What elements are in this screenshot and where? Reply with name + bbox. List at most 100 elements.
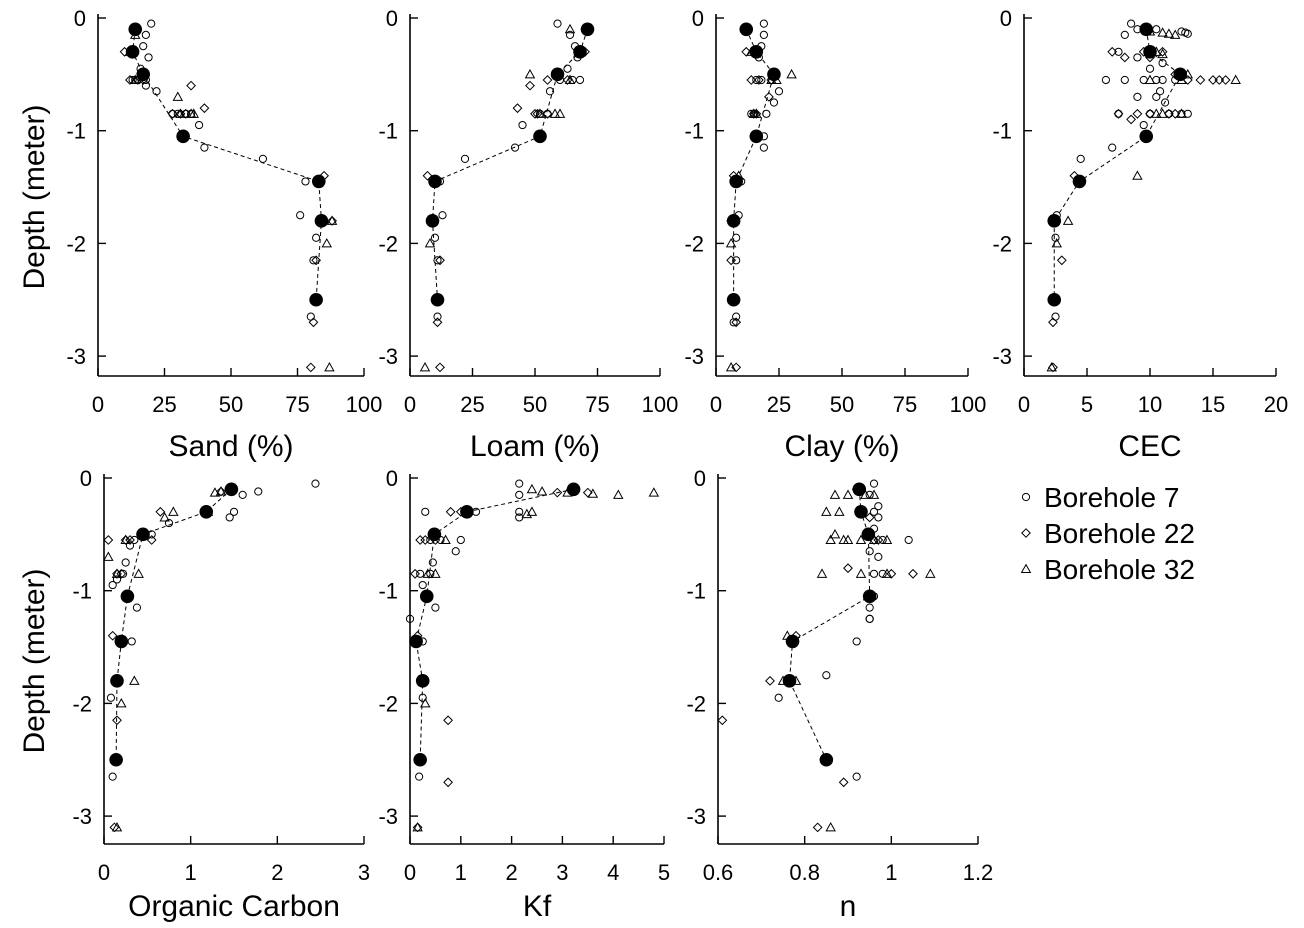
- data-point-triangle: [103, 551, 114, 561]
- data-point-triangle: [1051, 237, 1063, 248]
- data-point-circle: [1133, 92, 1142, 101]
- data-point-circle: [132, 603, 142, 612]
- data-point-circle: [418, 580, 427, 590]
- data-point-circle: [757, 75, 766, 85]
- data-point-diamond: [1214, 75, 1225, 85]
- data-point-circle: [106, 693, 116, 702]
- data-point-circle: [774, 87, 784, 96]
- data-point-diamond: [112, 568, 122, 579]
- chart-panel-6: 0 -1 -2 -3 0 1 2 3 4 5 Kf: [378, 466, 670, 923]
- x-tick-label: 0: [92, 392, 104, 417]
- data-point-diamond: [415, 535, 426, 545]
- legend-label: Borehole 22: [1044, 518, 1195, 549]
- data-point-triangle: [1062, 215, 1074, 225]
- data-point-triangle: [881, 568, 893, 578]
- data-point-diamond: [432, 317, 443, 328]
- mean-point: [109, 752, 123, 767]
- data-point-triangle: [419, 697, 431, 708]
- data-point-circle: [869, 569, 879, 578]
- mean-point: [862, 589, 877, 604]
- y-axis-label: Depth (meter): [18, 568, 51, 753]
- data-point-circle: [127, 637, 136, 646]
- data-point-circle: [553, 19, 562, 28]
- x-tick-label: 0.8: [789, 860, 820, 885]
- x-axis-label: CEC: [1118, 430, 1181, 463]
- data-point-triangle: [440, 534, 451, 545]
- x-tick-label: 100: [642, 392, 679, 417]
- data-point-circle: [460, 154, 470, 163]
- data-point-triangle: [1046, 361, 1057, 372]
- x-tick-label: 1: [185, 860, 197, 885]
- mean-point: [1047, 292, 1062, 307]
- data-point-circle: [1152, 92, 1161, 101]
- data-point-diamond: [109, 822, 120, 833]
- data-point-diamond: [741, 46, 752, 57]
- data-point-triangle: [419, 361, 431, 372]
- data-point-triangle: [116, 697, 127, 708]
- data-point-circle: [1051, 312, 1060, 321]
- data-point-triangle: [1144, 74, 1156, 85]
- data-point-circle: [865, 547, 874, 556]
- y-tick-label: -1: [684, 119, 704, 144]
- mean-point: [136, 527, 150, 542]
- data-point-diamond: [107, 630, 118, 641]
- data-point-circle: [1120, 30, 1129, 40]
- data-point-triangle: [133, 568, 144, 578]
- data-point-triangle: [129, 74, 141, 85]
- data-point-diamond: [542, 75, 553, 85]
- data-point-circle: [112, 575, 122, 584]
- data-point-triangle: [321, 237, 333, 248]
- data-point-triangle: [829, 489, 841, 499]
- data-point-diamond: [764, 91, 774, 102]
- data-point-circle: [416, 569, 425, 578]
- data-point-circle: [1158, 58, 1167, 68]
- data-point-circle: [874, 513, 883, 522]
- data-point-diamond: [512, 103, 523, 114]
- x-tick-label: 20: [1264, 392, 1288, 417]
- x-axis-label: Sand (%): [168, 430, 293, 463]
- data-point-circle: [254, 487, 263, 496]
- data-point-circle: [874, 552, 883, 561]
- mean-point: [550, 67, 565, 82]
- data-point-circle: [1155, 87, 1165, 96]
- data-point-triangle: [816, 568, 828, 578]
- data-point-circle: [1139, 120, 1148, 130]
- x-axis-label: Kf: [523, 890, 552, 923]
- data-point-circle: [865, 614, 874, 623]
- data-point-triangle: [326, 215, 338, 225]
- y-tick-label: -3: [686, 804, 706, 829]
- y-tick-label: 0: [692, 6, 704, 31]
- y-tick-label: -2: [992, 231, 1012, 256]
- data-point-diamond: [1170, 108, 1181, 119]
- y-axis-label: Depth (meter): [18, 104, 51, 289]
- mean-point: [428, 174, 442, 189]
- x-tick-label: 75: [285, 392, 309, 417]
- mean-point: [749, 45, 764, 59]
- mean-point: [1139, 22, 1154, 37]
- mean-point: [427, 527, 442, 542]
- data-point-diamond: [216, 486, 226, 497]
- data-point-circle: [1127, 19, 1136, 28]
- x-tick-label: 100: [950, 392, 987, 417]
- mean-point: [726, 214, 741, 228]
- data-point-diamond: [753, 75, 764, 85]
- x-tick-label: 25: [460, 392, 484, 417]
- y-tick-label: -1: [72, 579, 92, 604]
- mean-point: [580, 22, 595, 37]
- data-point-triangle: [324, 361, 335, 372]
- data-point-triangle: [587, 488, 599, 498]
- data-point-diamond: [186, 80, 197, 91]
- mean-point: [854, 505, 868, 519]
- data-point-triangle: [111, 821, 123, 832]
- y-tick-label: -1: [378, 579, 398, 604]
- data-point-circle: [431, 603, 440, 612]
- data-point-diamond: [731, 317, 742, 328]
- data-point-triangle: [925, 568, 936, 578]
- data-point-circle: [229, 507, 239, 516]
- data-point-circle: [1158, 75, 1167, 85]
- data-point-triangle: [521, 508, 533, 519]
- data-point-circle: [510, 143, 520, 152]
- data-point-circle: [1133, 53, 1142, 62]
- y-tick-label: -3: [66, 344, 86, 369]
